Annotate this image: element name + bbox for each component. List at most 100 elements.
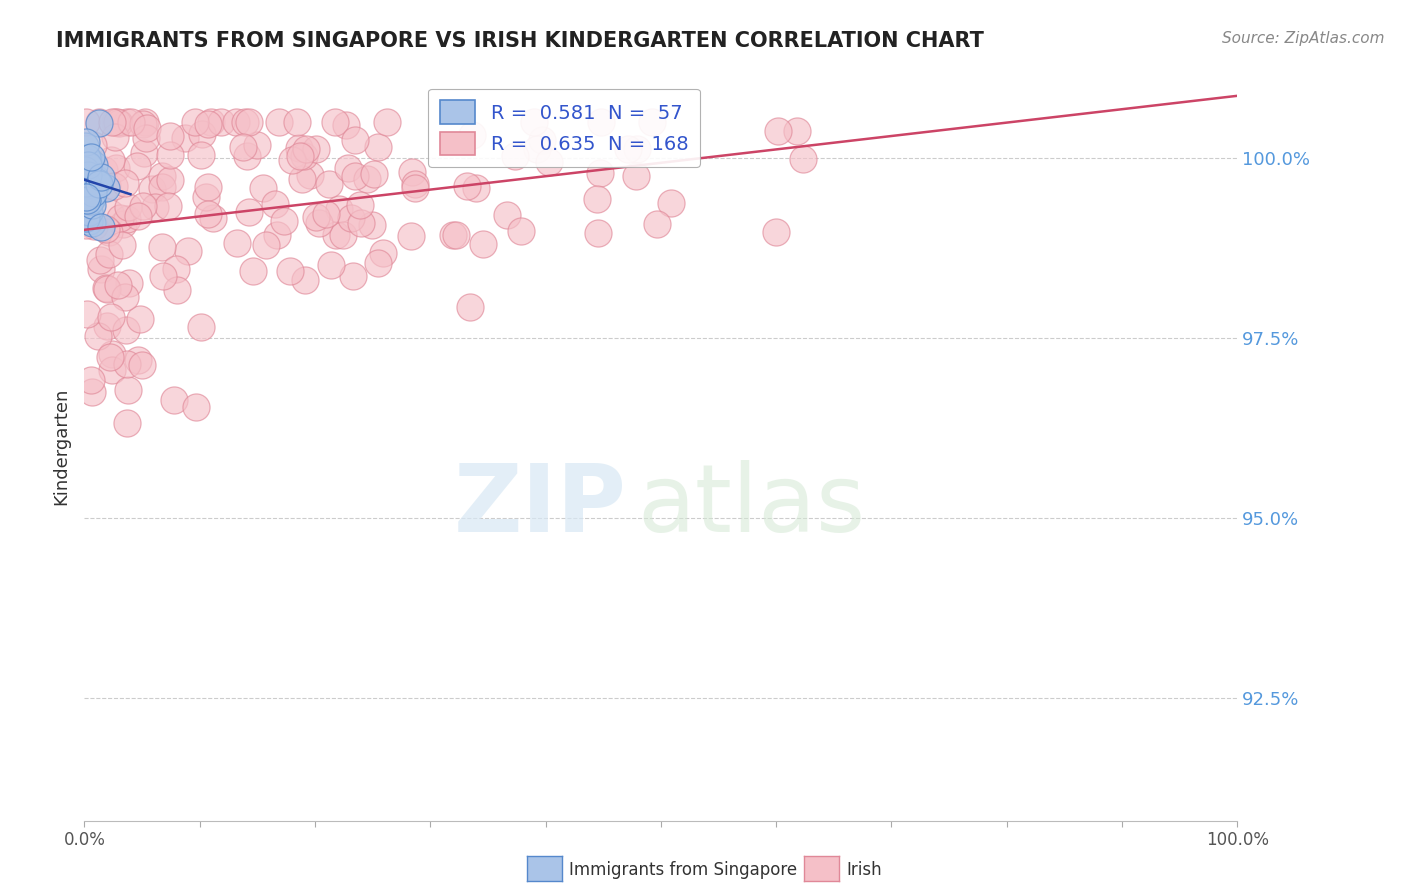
Point	[96, 178, 118, 193]
Point	[76, 183, 98, 197]
Point	[76, 153, 98, 168]
Point	[82, 172, 104, 186]
Point	[190, 320, 212, 334]
Point	[626, 141, 648, 155]
Point	[108, 211, 131, 226]
Point	[79, 194, 101, 209]
Point	[117, 200, 139, 214]
Point	[100, 346, 122, 360]
Y-axis label: Kindergarten: Kindergarten	[52, 387, 70, 505]
Point	[127, 159, 149, 173]
Point	[108, 116, 131, 130]
Point	[233, 115, 256, 129]
Point	[191, 127, 214, 141]
Point	[399, 229, 422, 244]
Point	[294, 149, 316, 163]
Point	[82, 138, 104, 153]
Point	[120, 115, 142, 129]
Point	[75, 168, 97, 182]
Point	[75, 168, 97, 182]
Point	[288, 141, 311, 155]
Point	[76, 166, 98, 180]
Point	[118, 276, 141, 290]
Point	[344, 169, 367, 183]
Point	[340, 211, 363, 225]
Point	[456, 179, 478, 194]
Point	[197, 206, 219, 220]
Point	[80, 198, 103, 212]
Text: Irish: Irish	[846, 861, 882, 879]
Point	[363, 167, 385, 181]
Point	[367, 140, 389, 154]
Point	[75, 211, 97, 225]
Point	[404, 177, 426, 191]
Point	[96, 282, 118, 296]
Point	[115, 357, 138, 371]
Point	[323, 115, 346, 129]
Point	[645, 217, 668, 231]
Point	[75, 218, 97, 232]
Point	[441, 227, 464, 242]
Point	[87, 116, 110, 130]
Point	[98, 246, 121, 260]
Point	[298, 169, 321, 183]
Point	[225, 115, 247, 129]
Point	[238, 205, 260, 219]
Point	[75, 115, 97, 129]
Point	[76, 160, 98, 174]
Point	[117, 383, 139, 397]
Point	[318, 177, 340, 191]
Point	[127, 352, 149, 367]
Point	[471, 237, 494, 252]
Point	[159, 128, 181, 143]
Point	[77, 153, 100, 167]
Point	[80, 176, 103, 190]
Point	[98, 226, 121, 240]
Point	[585, 192, 607, 206]
Point	[111, 238, 134, 252]
Point	[104, 161, 127, 175]
Point	[200, 115, 222, 129]
Point	[98, 205, 121, 219]
Point	[83, 170, 105, 185]
Point	[273, 214, 295, 228]
Point	[152, 268, 174, 283]
Point	[177, 244, 200, 258]
Point	[107, 277, 129, 292]
Point	[76, 151, 98, 165]
Point	[75, 176, 97, 190]
Point	[197, 117, 219, 131]
Point	[75, 162, 97, 177]
Text: Immigrants from Singapore: Immigrants from Singapore	[569, 861, 797, 879]
Point	[141, 182, 163, 196]
Point	[134, 131, 156, 145]
Point	[294, 273, 316, 287]
Point	[75, 165, 97, 179]
Point	[127, 209, 149, 223]
Point	[252, 181, 274, 195]
Point	[73, 159, 96, 173]
Point	[315, 207, 337, 221]
Point	[225, 235, 247, 250]
Point	[76, 185, 98, 199]
Point	[163, 392, 186, 407]
Point	[503, 149, 526, 163]
Text: atlas: atlas	[638, 460, 866, 552]
Point	[246, 138, 269, 153]
Point	[115, 212, 138, 227]
Point	[792, 152, 814, 166]
Point	[238, 115, 260, 129]
Point	[80, 385, 103, 400]
Point	[76, 168, 98, 182]
Point	[150, 169, 173, 183]
Point	[305, 142, 328, 156]
Point	[458, 300, 481, 314]
Point	[98, 351, 121, 365]
Point	[530, 133, 553, 147]
Point	[83, 158, 105, 172]
Text: ZIP: ZIP	[453, 460, 626, 552]
Point	[526, 142, 548, 156]
Point	[100, 310, 122, 325]
Point	[157, 199, 180, 213]
Point	[209, 115, 232, 129]
